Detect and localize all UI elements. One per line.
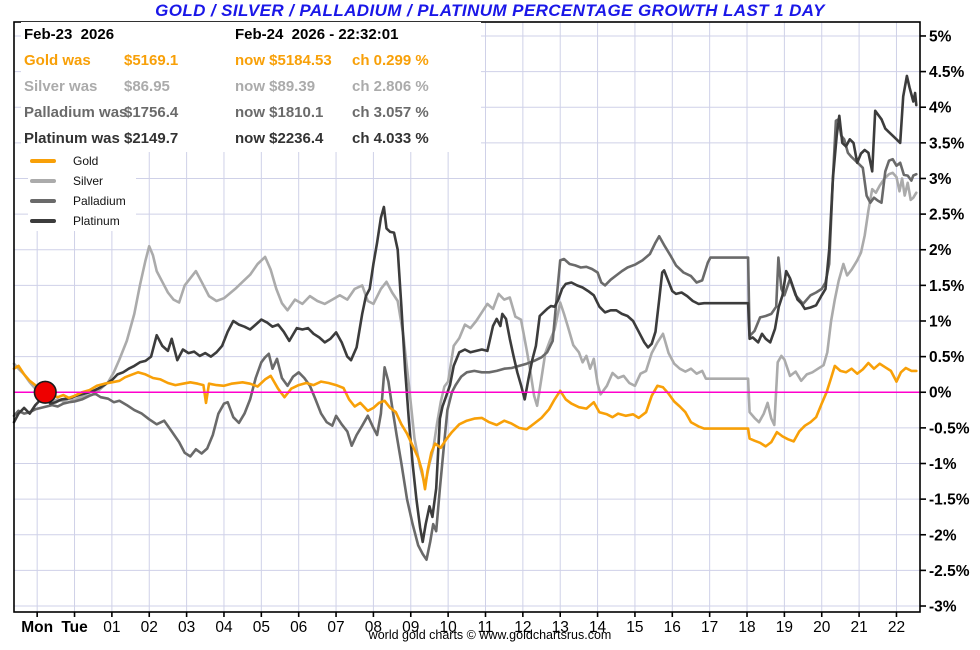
y-tick-label: -2% [929,527,957,544]
x-tick-label: 20 [813,619,831,636]
x-tick-label: 22 [888,619,905,636]
palladium-change: ch 3.057 % [352,104,429,121]
series-gold [12,361,918,491]
previous-close-dot [33,380,57,404]
x-tick-label: 18 [738,619,755,636]
y-tick-label: 4.5% [929,64,965,81]
palladium-line-swatch [30,199,56,203]
series-silver [12,171,918,487]
prev-date: Feb-23 2026 [24,26,115,43]
y-tick-label: 1% [929,313,952,330]
legend-item-palladium: Palladium [30,191,126,211]
palladium-now-price: now $1810.1 [235,104,324,121]
y-tick-label: 3.5% [929,135,965,152]
y-tick-label: 1.5% [929,278,965,295]
silver-was-price: $86.95 [124,78,170,95]
silver-line-swatch [30,179,56,183]
x-tick-label: 21 [850,619,867,636]
series-palladium [12,118,918,562]
x-tick-label: 10 [440,619,458,636]
y-tick-label: -0.5% [929,420,970,437]
silver-now-price: now $89.39 [235,78,316,95]
x-tick-label: 14 [589,619,607,636]
platinum-was-price: $2149.7 [124,130,179,147]
y-tick-label: -3% [929,599,957,616]
gold-change: ch 0.299 % [352,52,429,69]
x-tick-label: Tue [61,619,88,636]
x-tick-label: 11 [477,619,493,636]
y-tick-label: 2% [929,242,952,259]
x-tick-label: 01 [103,619,120,636]
attribution-footer: world gold charts © www.goldchartsrus.co… [368,628,612,642]
x-tick-label: 12 [514,619,531,636]
y-tick-label: -1% [929,456,957,473]
x-tick-label: 08 [365,619,382,636]
y-tick-label: 5% [929,28,952,45]
legend-item-platinum: Platinum [30,211,126,231]
x-tick-label: 02 [141,619,158,636]
gold-line-swatch [30,159,56,163]
x-tick-label: 03 [178,619,195,636]
x-tick-label: 19 [776,619,793,636]
x-tick-label: 13 [552,619,569,636]
platinum-line-swatch [30,219,56,223]
x-axis-labels: Mon Tue 01 02 03 04 05 06 07 08 09 10 11 12 13 14 15 16 17… [21,612,905,636]
page-title: GOLD / SILVER / PALLADIUM / PLATINUM PER… [155,1,825,20]
y-tick-label: 3% [929,171,952,188]
y-tick-label: 0% [929,385,952,402]
palladium-was-price: $1756.4 [124,104,179,121]
y-tick-label: 4% [929,100,952,117]
gold-label: Gold was [24,52,91,69]
silver-label: Silver was [24,78,98,95]
platinum-now-price: now $2236.4 [235,130,324,147]
legend-item-gold: Gold [30,151,126,171]
gold-now-price: now $5184.53 [235,52,332,69]
quote-panel: Feb-23 2026 Feb-24 2026 - 22:32:01 Gold … [21,22,481,152]
legend-item-silver: Silver [30,171,126,191]
y-tick-label: -1.5% [929,492,970,509]
y-tick-label: -2.5% [929,563,970,580]
x-tick-label: 16 [664,619,681,636]
x-tick-label: 07 [327,619,344,636]
legend: Gold Silver Palladium Platinum [28,151,136,231]
platinum-change: ch 4.033 % [352,130,429,147]
x-tick-label: 15 [626,619,643,636]
silver-change: ch 2.806 % [352,78,429,95]
curr-datetime: Feb-24 2026 - 22:32:01 [235,26,399,43]
x-tick-label: 17 [701,619,718,636]
y-axis-labels: 5% 4.5% 4% 3.5% 3% 2.5% 2% 1.5% 1% 0.5% 0% -0.5% -1%… [920,28,970,616]
series-platinum [12,74,918,544]
palladium-label: Palladium was [24,104,128,121]
x-tick-label: 04 [215,619,233,636]
x-tick-label: 09 [402,619,419,636]
x-tick-label: 06 [290,619,307,636]
gold-was-price: $5169.1 [124,52,179,69]
y-tick-label: 2.5% [929,207,965,224]
y-tick-label: 0.5% [929,349,965,366]
x-tick-label: 05 [253,619,270,636]
platinum-label: Platinum was [24,130,120,147]
x-tick-label: Mon [21,619,53,636]
series-lines [12,74,918,562]
